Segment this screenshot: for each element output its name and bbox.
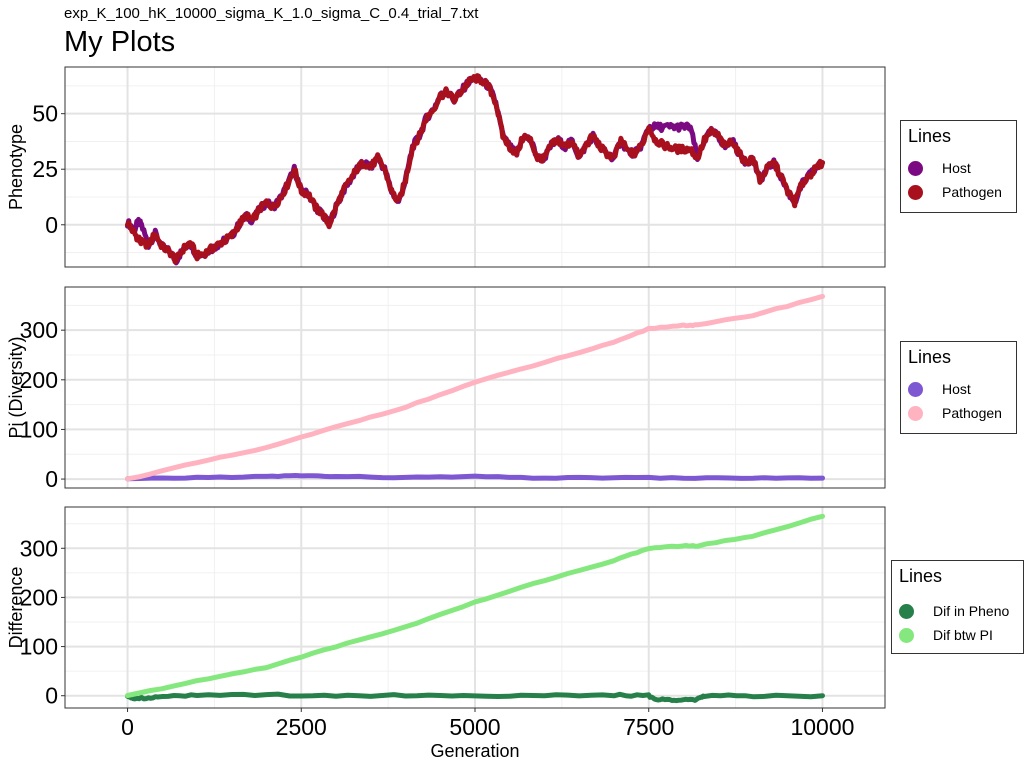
y-tick-label: 300 [20,535,58,561]
panel-border [64,286,886,489]
y-tick-label: 200 [20,584,58,610]
y-axis-label: Difference [6,567,26,649]
x-tick-label: 2500 [276,714,327,740]
y-tick-label: 50 [32,101,58,127]
y-tick-label: 100 [20,634,58,660]
y-axis-label: Pi (Diversity) [6,337,26,439]
legend-label-dif-in-pheno: Dif in Pheno [933,603,1010,619]
legend-label-dif-btw-pi: Dif btw PI [933,627,993,643]
y-tick-label: 100 [20,416,58,442]
legend-swatch-pathogen [908,184,923,200]
legend-label-pathogen: Pathogen [942,184,1002,200]
legend-title: Lines [899,566,943,586]
x-tick-label: 10000 [790,714,854,740]
y-axis-label: Phenotype [6,124,26,210]
legend-diversity: Lines Host Pathogen [900,341,1017,434]
y-tick-label: 0 [45,212,58,238]
plot-title: My Plots [64,26,176,58]
plot-subtitle: exp_K_100_hK_10000_sigma_K_1.0_sigma_C_0… [64,5,479,22]
series-line-dif-btw-pi [125,513,825,698]
x-axis-label: Generation [430,741,519,761]
y-tick-label: 25 [32,156,58,182]
legend-item-pathogen: Pathogen [908,403,1002,423]
panel-border [64,66,886,268]
x-tick-label: 5000 [449,714,500,740]
series-line-pathogen [125,293,825,482]
legend-item-host: Host [908,158,971,178]
panel-0: 0 25 50 Phenotype [6,66,886,268]
x-tick-label: 7500 [623,714,674,740]
legend-title: Lines [908,347,952,367]
series-line-host [125,473,825,482]
legend-item-dif-in-pheno: Dif in Pheno [899,601,1009,621]
legend-swatch-host [908,160,923,176]
legend-label-host: Host [942,160,971,176]
legend-swatch-dif-btw-pi [899,627,914,643]
legend-title: Lines [908,126,952,146]
y-tick-label: 0 [45,466,58,492]
x-tick-label: 0 [121,714,134,740]
legend-label-host: Host [942,381,971,397]
legend-difference: Lines Dif in Pheno Dif btw PI [891,560,1024,654]
series-line-pathogen [125,73,825,265]
y-tick-label: 200 [20,367,58,393]
y-tick-label: 0 [45,683,58,709]
legend-swatch-host [908,381,923,397]
legend-swatch-dif-in-pheno [899,603,914,619]
legend-item-dif-btw-pi: Dif btw PI [899,625,993,645]
y-tick-label: 300 [20,317,58,343]
legend-item-host: Host [908,379,971,399]
legend-swatch-pathogen [908,405,923,421]
legend-phenotype: Lines Host Pathogen [900,120,1017,213]
legend-label-pathogen: Pathogen [942,405,1002,421]
series-line-dif-in-pheno [125,691,825,704]
panel-2: 0 100 200 300 Difference 0 2500 5000 7500 10000 Ge… [6,506,886,761]
legend-item-pathogen: Pathogen [908,182,1002,202]
